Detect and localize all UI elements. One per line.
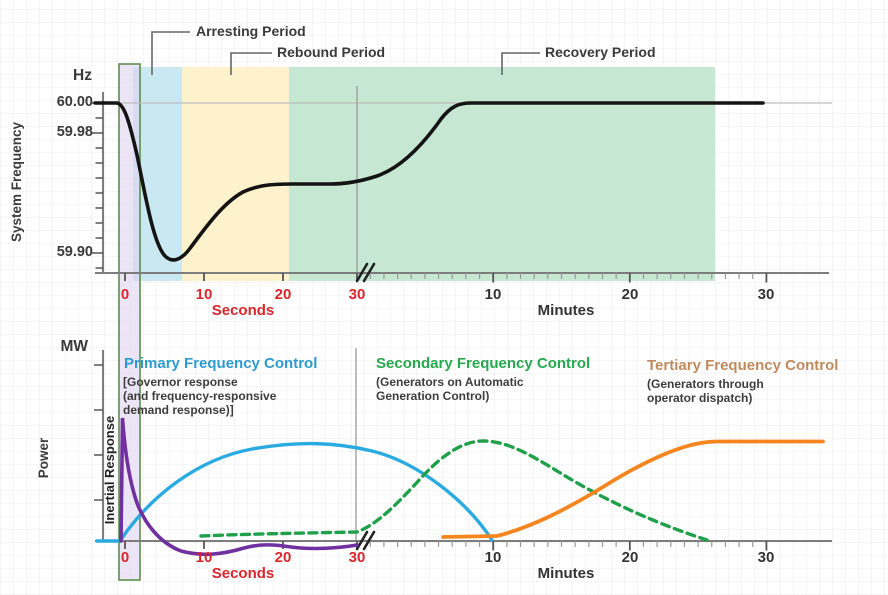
secondary-control-subtext: (Generators on Automatic Generation Cont…: [376, 375, 524, 404]
tertiary-control-subtext: (Generators through operator dispatch): [647, 377, 764, 406]
bottom-min-20: 20: [621, 549, 639, 566]
bottom-min-10: 10: [484, 549, 502, 566]
recovery-period-label: Recovery Period: [545, 44, 656, 60]
bottom-min-30: 30: [757, 549, 775, 566]
secondary-control-curve: [199, 439, 709, 542]
arresting-period-label: Arresting Period: [196, 23, 306, 39]
ytick-59-98: 59.98: [56, 124, 93, 140]
recovery-callout-line: [501, 52, 540, 75]
top-sec-20: 20: [274, 286, 292, 303]
top-sec-30: 30: [348, 286, 366, 303]
secondary-sub-line-2: Generation Control): [376, 388, 490, 403]
top-minutes-label: Minutes: [537, 302, 595, 319]
top-min-20: 20: [621, 286, 639, 303]
bottom-sec-30: 30: [348, 549, 366, 566]
tertiary-sub-line-1: (Generators through: [647, 377, 764, 391]
tertiary-control-curve: [441, 439, 825, 539]
top-min-30: 30: [757, 286, 775, 303]
bottom-y-ticks: [94, 364, 103, 501]
primary-control-subtext: [Governor response (and frequency-respon…: [123, 375, 277, 418]
bottom-minutes-label: Minutes: [537, 565, 595, 582]
rebound-callout-line: [230, 52, 272, 75]
tertiary-control-title: Tertiary Frequency Control: [647, 357, 839, 374]
primary-control-title: Primary Frequency Control: [124, 355, 318, 372]
bottom-sec-0: 0: [120, 549, 130, 566]
inertial-response-curve: [119, 417, 359, 557]
inertial-response-label: Inertial Response: [102, 415, 117, 525]
recovery-band: [289, 67, 715, 281]
bottom-axis-break-icon: [355, 530, 376, 551]
top-sec-0: 0: [120, 286, 130, 303]
tertiary-sub-line-2: operator dispatch): [647, 390, 753, 405]
top-axis-break-icon: [355, 262, 376, 283]
bottom-sec-20: 20: [274, 549, 292, 566]
secondary-control-title: Secondary Frequency Control: [376, 355, 591, 372]
bottom-sec-10: 10: [195, 549, 213, 566]
top-y-axis-label: System Frequency: [9, 121, 24, 243]
bottom-seconds-label: Seconds: [211, 565, 275, 582]
top-sec-10: 10: [195, 286, 213, 303]
frequency-curve: [93, 101, 765, 262]
top-min-10: 10: [484, 286, 502, 303]
ytick-59-90: 59.90: [56, 244, 93, 260]
secondary-sub-line-1: (Generators on Automatic: [376, 375, 524, 389]
top-seconds-label: Seconds: [211, 302, 275, 319]
rebound-period-label: Rebound Period: [277, 44, 386, 60]
bottom-y-axis-label: Power: [36, 437, 51, 479]
ytick-60-00: 60.00: [56, 94, 93, 110]
primary-sub-line-2: (and frequency-responsive: [123, 388, 277, 403]
primary-sub-line-3: demand response)]: [123, 402, 234, 417]
primary-sub-line-1: [Governor response: [123, 375, 238, 389]
primary-control-curve: [95, 441, 494, 543]
top-y-ticks: [92, 102, 103, 269]
top-y-unit: Hz: [73, 67, 92, 84]
rebound-band: [182, 67, 289, 281]
arresting-callout-line: [151, 31, 190, 75]
bottom-y-unit: MW: [60, 338, 88, 355]
